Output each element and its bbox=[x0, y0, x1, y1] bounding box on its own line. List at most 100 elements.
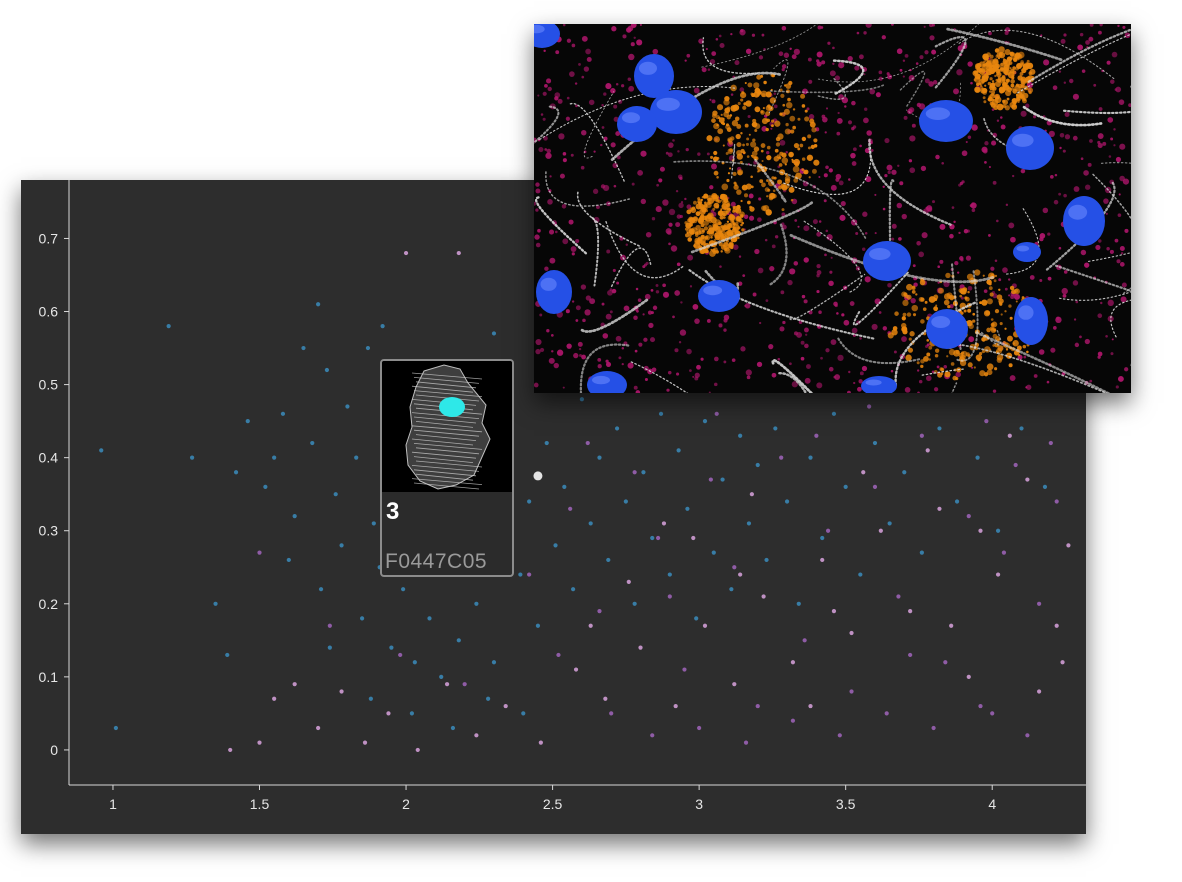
data-point[interactable] bbox=[527, 499, 532, 504]
data-point[interactable] bbox=[189, 455, 195, 460]
data-point[interactable] bbox=[808, 703, 813, 709]
data-point[interactable] bbox=[755, 703, 760, 709]
data-point[interactable] bbox=[310, 440, 315, 446]
data-point[interactable] bbox=[389, 645, 394, 650]
data-point[interactable] bbox=[521, 711, 526, 716]
data-point[interactable] bbox=[978, 703, 983, 709]
data-point[interactable] bbox=[585, 440, 590, 446]
data-point[interactable] bbox=[228, 747, 233, 753]
data-point[interactable] bbox=[354, 455, 359, 460]
data-point[interactable] bbox=[872, 440, 878, 446]
data-point[interactable] bbox=[831, 411, 837, 416]
data-point[interactable] bbox=[761, 594, 766, 599]
data-point[interactable] bbox=[538, 740, 543, 745]
data-point[interactable] bbox=[831, 608, 837, 614]
data-point[interactable] bbox=[99, 448, 104, 453]
data-point[interactable] bbox=[1025, 733, 1030, 738]
data-point[interactable] bbox=[1013, 462, 1018, 468]
data-point[interactable] bbox=[257, 740, 262, 745]
data-point[interactable] bbox=[837, 733, 842, 738]
data-point[interactable] bbox=[641, 470, 646, 475]
data-point[interactable] bbox=[491, 660, 497, 665]
data-point[interactable] bbox=[650, 535, 655, 541]
data-point[interactable] bbox=[380, 324, 385, 329]
data-point[interactable] bbox=[697, 725, 702, 731]
data-point[interactable] bbox=[339, 689, 344, 694]
data-point[interactable] bbox=[1019, 426, 1024, 431]
data-point[interactable] bbox=[535, 623, 541, 628]
data-point[interactable] bbox=[286, 557, 291, 563]
data-point[interactable] bbox=[503, 703, 508, 709]
data-point[interactable] bbox=[632, 601, 637, 606]
data-point[interactable] bbox=[623, 499, 628, 504]
data-point[interactable] bbox=[568, 506, 573, 511]
data-point[interactable] bbox=[409, 711, 415, 716]
data-point[interactable] bbox=[732, 682, 737, 687]
data-point[interactable] bbox=[820, 557, 825, 563]
data-point[interactable] bbox=[682, 667, 687, 672]
data-point[interactable] bbox=[667, 594, 672, 599]
data-point[interactable] bbox=[755, 462, 760, 468]
data-point[interactable] bbox=[931, 725, 936, 731]
data-point[interactable] bbox=[779, 455, 784, 460]
data-point[interactable] bbox=[415, 747, 420, 753]
data-point[interactable] bbox=[474, 601, 479, 606]
data-point[interactable] bbox=[518, 572, 523, 577]
highlighted-point[interactable] bbox=[533, 471, 543, 481]
data-point[interactable] bbox=[729, 587, 734, 592]
data-point[interactable] bbox=[984, 419, 989, 424]
data-point[interactable] bbox=[614, 426, 620, 431]
data-point[interactable] bbox=[474, 733, 479, 738]
data-point[interactable] bbox=[638, 645, 643, 650]
data-point[interactable] bbox=[579, 397, 584, 402]
data-point[interactable] bbox=[491, 331, 497, 336]
data-point[interactable] bbox=[345, 404, 350, 409]
data-point[interactable] bbox=[263, 484, 268, 489]
data-point[interactable] bbox=[486, 696, 491, 701]
data-point[interactable] bbox=[738, 572, 743, 577]
data-point[interactable] bbox=[902, 470, 907, 475]
data-point[interactable] bbox=[597, 608, 602, 614]
data-point[interactable] bbox=[316, 302, 321, 307]
data-point[interactable] bbox=[257, 550, 262, 555]
data-point[interactable] bbox=[784, 499, 790, 504]
data-point[interactable] bbox=[808, 455, 813, 460]
data-point[interactable] bbox=[995, 572, 1001, 577]
data-point[interactable] bbox=[887, 521, 892, 526]
data-point[interactable] bbox=[790, 718, 796, 723]
scatter-plot[interactable]: 1 1.5 2 2.5 3 3.5 4 0 0.1 0.2 0.3 0.4 0.5 0.6 0.7 bbox=[21, 180, 1086, 834]
data-point[interactable] bbox=[711, 550, 716, 555]
data-point[interactable] bbox=[878, 528, 883, 533]
data-point[interactable] bbox=[1025, 477, 1030, 482]
data-point[interactable] bbox=[720, 477, 725, 482]
data-point[interactable] bbox=[588, 521, 593, 526]
data-point[interactable] bbox=[849, 630, 854, 636]
data-point[interactable] bbox=[412, 660, 417, 665]
data-point[interactable] bbox=[403, 250, 409, 256]
data-point[interactable] bbox=[908, 652, 913, 658]
data-point[interactable] bbox=[401, 587, 406, 592]
data-point[interactable] bbox=[732, 565, 737, 570]
data-point[interactable] bbox=[571, 587, 576, 592]
data-point[interactable] bbox=[292, 514, 297, 519]
data-point[interactable] bbox=[650, 733, 655, 738]
data-point[interactable] bbox=[743, 740, 749, 745]
data-point[interactable] bbox=[456, 638, 461, 643]
cell-hover-card[interactable]: 3 F0447C05 bbox=[380, 359, 514, 577]
data-point[interactable] bbox=[386, 711, 391, 716]
data-point[interactable] bbox=[362, 740, 368, 745]
data-point[interactable] bbox=[225, 652, 230, 658]
data-point[interactable] bbox=[655, 535, 661, 541]
data-point[interactable] bbox=[861, 470, 866, 475]
data-point[interactable] bbox=[1054, 499, 1059, 504]
data-point[interactable] bbox=[245, 419, 250, 424]
data-point[interactable] bbox=[597, 455, 602, 460]
data-point[interactable] bbox=[990, 711, 995, 716]
data-point[interactable] bbox=[606, 557, 611, 563]
data-point[interactable] bbox=[738, 433, 743, 438]
data-point[interactable] bbox=[368, 696, 373, 701]
data-point[interactable] bbox=[456, 250, 461, 256]
data-point[interactable] bbox=[166, 324, 171, 329]
data-point[interactable] bbox=[849, 689, 854, 694]
data-point[interactable] bbox=[272, 696, 277, 701]
